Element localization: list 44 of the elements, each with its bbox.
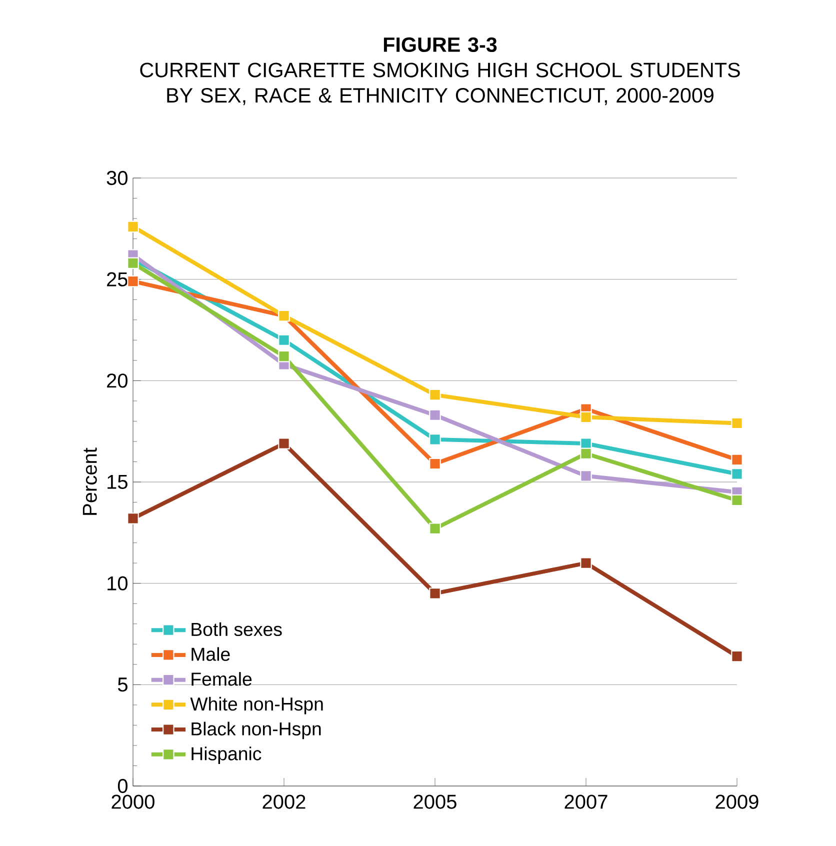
y-axis-title: Percent bbox=[82, 448, 97, 515]
point bbox=[278, 350, 290, 362]
point bbox=[731, 494, 743, 506]
x-tick-label: 2002 bbox=[262, 794, 306, 809]
point bbox=[580, 438, 592, 450]
chart-subtitle: CURRENT CIGARETTE SMOKING HIGH SCHOOL STUDENTS BY SEX, RACE & ETHNICITY CONNECTICUT, 2000-2009 bbox=[140, 62, 740, 106]
y-tick-label: 0 bbox=[118, 778, 128, 794]
point bbox=[127, 275, 139, 288]
y-tick-label: 10 bbox=[108, 576, 128, 590]
point bbox=[278, 334, 290, 346]
y-tick-label: 25 bbox=[107, 272, 128, 286]
x-tick-label: 2000 bbox=[112, 794, 154, 809]
y-tick-label: 15 bbox=[108, 475, 128, 489]
point bbox=[429, 588, 441, 600]
point bbox=[580, 411, 592, 424]
y-tick-label: 20 bbox=[107, 374, 128, 388]
point bbox=[731, 468, 743, 480]
legend-label: Both sexes bbox=[192, 622, 282, 636]
point bbox=[429, 409, 441, 421]
point bbox=[580, 448, 592, 460]
x-tick-label: 2007 bbox=[564, 794, 608, 809]
point bbox=[731, 417, 743, 430]
point bbox=[127, 512, 139, 524]
legend-label: Hispanic bbox=[192, 746, 262, 764]
point bbox=[731, 650, 743, 662]
x-tick-label: 2005 bbox=[414, 794, 456, 809]
y-tick-label: 5 bbox=[118, 678, 128, 692]
point bbox=[127, 220, 139, 233]
point bbox=[127, 257, 139, 269]
point bbox=[580, 470, 592, 482]
point bbox=[429, 458, 441, 470]
legend-label: Female bbox=[192, 672, 252, 686]
x-tick-label: 2009 bbox=[716, 794, 758, 809]
point bbox=[429, 388, 441, 401]
legend-label: Black non-Hspn bbox=[192, 722, 321, 740]
point bbox=[580, 557, 592, 569]
point bbox=[278, 438, 290, 450]
legend-label: White non-Hspn bbox=[190, 696, 323, 714]
legend-label: Male bbox=[192, 647, 230, 661]
point bbox=[731, 454, 743, 466]
point bbox=[429, 434, 441, 446]
point bbox=[429, 522, 441, 534]
chart-title: FIGURE 3-3 bbox=[384, 37, 497, 52]
y-tick-label: 30 bbox=[106, 170, 128, 186]
